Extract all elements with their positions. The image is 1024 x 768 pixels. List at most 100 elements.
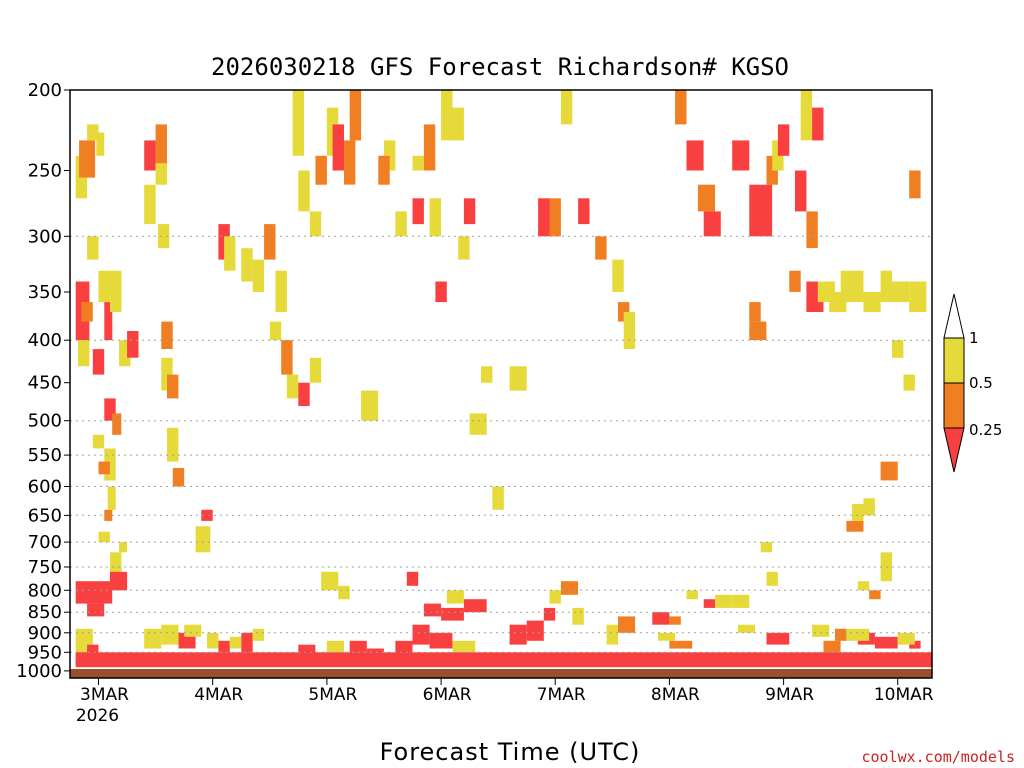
ri-cell [880, 461, 898, 481]
ri-cell [326, 107, 339, 156]
ri-cell [218, 640, 230, 653]
ri-cell [760, 542, 773, 553]
ri-cell [201, 509, 213, 521]
ri-cell [412, 624, 430, 645]
ri-cell [315, 155, 327, 185]
ri-cell [429, 632, 453, 649]
ri-cell [87, 236, 99, 260]
ri-cell [378, 155, 390, 185]
x-tick-label: 7MAR [537, 685, 586, 705]
ri-cell [606, 624, 618, 645]
ri-cell [115, 571, 128, 591]
ri-cell [104, 509, 113, 521]
ri-cell [361, 390, 379, 421]
x-tick-label: 9MAR [765, 685, 814, 705]
ri-cell [766, 571, 778, 586]
y-axis: 200 250 300 350 400 450 500 550 600 650 700 7508008… [16, 80, 70, 682]
ri-cell [823, 640, 841, 653]
legend-arrow-bottom [943, 427, 965, 473]
ri-cell [281, 340, 293, 375]
ri-cell [549, 590, 561, 604]
ri-cell [846, 628, 870, 641]
ri-cell [538, 198, 550, 237]
ri-cell [207, 632, 219, 649]
ri-cell [777, 124, 790, 156]
ri-cell [492, 486, 504, 510]
y-tick-label: 200 [28, 80, 62, 101]
ri-cell [344, 140, 356, 185]
ri-cell [107, 486, 116, 510]
ri-cell [161, 321, 173, 349]
legend-swatch [943, 382, 965, 429]
ri-cell [338, 585, 350, 600]
ri-cell [429, 198, 441, 237]
legend-label: 1 [969, 329, 979, 347]
ri-cell [75, 658, 932, 668]
ri-cell [224, 236, 236, 271]
ri-cell [789, 270, 801, 292]
ri-cell [92, 434, 105, 449]
ri-cell [737, 624, 755, 633]
ri-cell [332, 124, 344, 171]
ri-cell [155, 124, 167, 164]
ri-cell [172, 468, 185, 487]
ri-cell [812, 107, 824, 141]
ri-cell [98, 461, 110, 475]
ri-cell [286, 374, 299, 399]
legend-label: 0.5 [969, 374, 993, 392]
x-tick-label: 10MAR [874, 685, 934, 705]
ri-cell [412, 198, 424, 225]
ri-cell [184, 624, 202, 637]
ri-cell [715, 594, 733, 608]
ri-cell [104, 302, 113, 341]
ri-cell [560, 90, 573, 125]
ri-cell [384, 140, 396, 171]
ri-cell [863, 498, 875, 516]
ri-cell [481, 366, 493, 383]
ri-cell [269, 321, 282, 341]
ri-cell [104, 398, 116, 421]
ri-cell [441, 607, 464, 621]
ri-cell [110, 552, 122, 572]
ri-cell [909, 170, 921, 199]
ri-cell [658, 632, 676, 641]
legend-label: 0.25 [969, 421, 1002, 439]
legend-swatch [943, 337, 965, 384]
ri-cell [732, 594, 750, 608]
ri-cell [469, 413, 487, 435]
ri-cell [766, 632, 790, 645]
ri-cell [98, 531, 110, 543]
ri-cell [857, 581, 870, 591]
ri-cell [119, 340, 131, 367]
x-axis-label: Forecast Time (UTC) [380, 738, 641, 766]
plot-area [70, 90, 932, 678]
y-tick-label: 650 [28, 505, 62, 526]
ri-cell [110, 270, 122, 312]
ri-cell [903, 374, 915, 391]
ri-cell [157, 224, 170, 249]
ri-cell [252, 628, 265, 641]
y-tick-label: 950 [28, 642, 62, 663]
ri-cell [835, 628, 847, 641]
ri-cell [87, 603, 105, 617]
ri-cell [412, 155, 424, 171]
ri-cell [669, 640, 693, 649]
ri-cell [880, 270, 892, 303]
ri-cell [909, 640, 921, 649]
y-tick-label: 800 [28, 580, 62, 601]
x-tick-label: 8MAR [651, 685, 700, 705]
ri-cell [458, 236, 470, 260]
ri-cell [686, 590, 698, 600]
ri-cell [892, 340, 904, 358]
ri-cell [79, 140, 96, 178]
ri-cell [309, 357, 322, 383]
ri-cell [229, 636, 242, 649]
ri-cell [264, 224, 276, 260]
y-tick-label: 1000 [16, 661, 62, 682]
ri-cell [874, 636, 898, 649]
ri-cell [686, 140, 704, 171]
ri-cell [749, 321, 767, 341]
y-tick-label: 600 [28, 477, 62, 498]
